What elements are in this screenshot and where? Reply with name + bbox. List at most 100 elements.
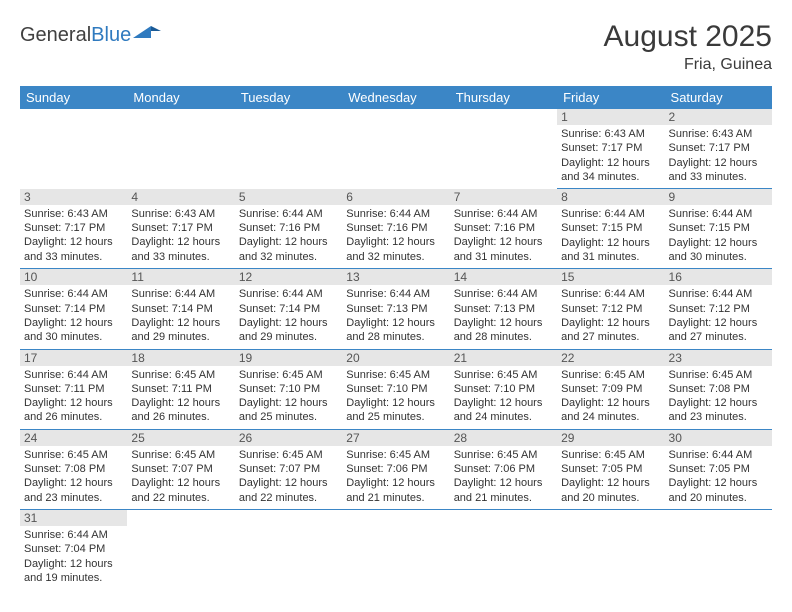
cell-body: Sunrise: 6:44 AMSunset: 7:15 PMDaylight:… (665, 205, 772, 268)
calendar-cell: 23Sunrise: 6:45 AMSunset: 7:08 PMDayligh… (665, 349, 772, 429)
calendar-cell: 10Sunrise: 6:44 AMSunset: 7:14 PMDayligh… (20, 269, 127, 349)
calendar-cell (235, 509, 342, 589)
calendar-row: 17Sunrise: 6:44 AMSunset: 7:11 PMDayligh… (20, 349, 772, 429)
cell-body: Sunrise: 6:44 AMSunset: 7:11 PMDaylight:… (20, 366, 127, 429)
day-number: 1 (557, 109, 664, 125)
calendar-cell: 1Sunrise: 6:43 AMSunset: 7:17 PMDaylight… (557, 109, 664, 189)
day-number: 2 (665, 109, 772, 125)
day-number: 19 (235, 350, 342, 366)
calendar-cell: 8Sunrise: 6:44 AMSunset: 7:15 PMDaylight… (557, 189, 664, 269)
day-header: Monday (127, 86, 234, 109)
cell-body: Sunrise: 6:43 AMSunset: 7:17 PMDaylight:… (557, 125, 664, 188)
cell-body: Sunrise: 6:45 AMSunset: 7:11 PMDaylight:… (127, 366, 234, 429)
calendar-cell (20, 109, 127, 189)
day-number: 3 (20, 189, 127, 205)
calendar-row: 24Sunrise: 6:45 AMSunset: 7:08 PMDayligh… (20, 429, 772, 509)
cell-body: Sunrise: 6:45 AMSunset: 7:08 PMDaylight:… (665, 366, 772, 429)
day-number: 7 (450, 189, 557, 205)
day-number: 16 (665, 269, 772, 285)
cell-body: Sunrise: 6:45 AMSunset: 7:05 PMDaylight:… (557, 446, 664, 509)
cell-body: Sunrise: 6:43 AMSunset: 7:17 PMDaylight:… (665, 125, 772, 188)
logo: GeneralBlue (20, 24, 161, 47)
day-number: 18 (127, 350, 234, 366)
cell-body: Sunrise: 6:44 AMSunset: 7:16 PMDaylight:… (450, 205, 557, 268)
calendar-row: 31Sunrise: 6:44 AMSunset: 7:04 PMDayligh… (20, 509, 772, 589)
cell-body: Sunrise: 6:45 AMSunset: 7:08 PMDaylight:… (20, 446, 127, 509)
cell-body: Sunrise: 6:45 AMSunset: 7:06 PMDaylight:… (342, 446, 449, 509)
calendar-cell: 17Sunrise: 6:44 AMSunset: 7:11 PMDayligh… (20, 349, 127, 429)
day-number: 24 (20, 430, 127, 446)
day-number: 17 (20, 350, 127, 366)
calendar-row: 1Sunrise: 6:43 AMSunset: 7:17 PMDaylight… (20, 109, 772, 189)
day-number: 11 (127, 269, 234, 285)
day-number: 8 (557, 189, 664, 205)
calendar-cell: 19Sunrise: 6:45 AMSunset: 7:10 PMDayligh… (235, 349, 342, 429)
calendar-cell: 7Sunrise: 6:44 AMSunset: 7:16 PMDaylight… (450, 189, 557, 269)
cell-body: Sunrise: 6:44 AMSunset: 7:12 PMDaylight:… (557, 285, 664, 348)
calendar-cell: 20Sunrise: 6:45 AMSunset: 7:10 PMDayligh… (342, 349, 449, 429)
day-number: 26 (235, 430, 342, 446)
calendar-cell: 13Sunrise: 6:44 AMSunset: 7:13 PMDayligh… (342, 269, 449, 349)
calendar-cell: 30Sunrise: 6:44 AMSunset: 7:05 PMDayligh… (665, 429, 772, 509)
calendar-cell: 22Sunrise: 6:45 AMSunset: 7:09 PMDayligh… (557, 349, 664, 429)
calendar-body: 1Sunrise: 6:43 AMSunset: 7:17 PMDaylight… (20, 109, 772, 589)
calendar-cell (342, 109, 449, 189)
day-header: Sunday (20, 86, 127, 109)
day-number: 15 (557, 269, 664, 285)
day-number: 31 (20, 510, 127, 526)
day-number: 9 (665, 189, 772, 205)
flag-icon (133, 24, 161, 47)
calendar-row: 10Sunrise: 6:44 AMSunset: 7:14 PMDayligh… (20, 269, 772, 349)
calendar-cell (127, 509, 234, 589)
calendar-cell (557, 509, 664, 589)
cell-body: Sunrise: 6:45 AMSunset: 7:10 PMDaylight:… (450, 366, 557, 429)
calendar-cell: 26Sunrise: 6:45 AMSunset: 7:07 PMDayligh… (235, 429, 342, 509)
day-header: Tuesday (235, 86, 342, 109)
cell-body: Sunrise: 6:44 AMSunset: 7:14 PMDaylight:… (127, 285, 234, 348)
calendar-cell (450, 109, 557, 189)
day-number: 25 (127, 430, 234, 446)
calendar-cell (235, 109, 342, 189)
cell-body: Sunrise: 6:44 AMSunset: 7:05 PMDaylight:… (665, 446, 772, 509)
day-number: 29 (557, 430, 664, 446)
calendar-cell (665, 509, 772, 589)
calendar-row: 3Sunrise: 6:43 AMSunset: 7:17 PMDaylight… (20, 189, 772, 269)
cell-body: Sunrise: 6:43 AMSunset: 7:17 PMDaylight:… (20, 205, 127, 268)
calendar-cell: 21Sunrise: 6:45 AMSunset: 7:10 PMDayligh… (450, 349, 557, 429)
month-title: August 2025 (604, 20, 772, 54)
day-number: 4 (127, 189, 234, 205)
calendar-cell: 24Sunrise: 6:45 AMSunset: 7:08 PMDayligh… (20, 429, 127, 509)
calendar-cell: 31Sunrise: 6:44 AMSunset: 7:04 PMDayligh… (20, 509, 127, 589)
calendar-cell: 11Sunrise: 6:44 AMSunset: 7:14 PMDayligh… (127, 269, 234, 349)
day-number: 28 (450, 430, 557, 446)
day-header: Saturday (665, 86, 772, 109)
day-number: 27 (342, 430, 449, 446)
calendar-cell: 15Sunrise: 6:44 AMSunset: 7:12 PMDayligh… (557, 269, 664, 349)
calendar-cell: 25Sunrise: 6:45 AMSunset: 7:07 PMDayligh… (127, 429, 234, 509)
calendar-cell: 14Sunrise: 6:44 AMSunset: 7:13 PMDayligh… (450, 269, 557, 349)
cell-body: Sunrise: 6:44 AMSunset: 7:16 PMDaylight:… (342, 205, 449, 268)
cell-body: Sunrise: 6:44 AMSunset: 7:12 PMDaylight:… (665, 285, 772, 348)
calendar-cell: 4Sunrise: 6:43 AMSunset: 7:17 PMDaylight… (127, 189, 234, 269)
calendar-cell (342, 509, 449, 589)
cell-body: Sunrise: 6:44 AMSunset: 7:13 PMDaylight:… (342, 285, 449, 348)
day-header-row: SundayMondayTuesdayWednesdayThursdayFrid… (20, 86, 772, 109)
calendar-cell: 2Sunrise: 6:43 AMSunset: 7:17 PMDaylight… (665, 109, 772, 189)
calendar-cell (450, 509, 557, 589)
day-header: Wednesday (342, 86, 449, 109)
day-number: 6 (342, 189, 449, 205)
calendar-cell: 12Sunrise: 6:44 AMSunset: 7:14 PMDayligh… (235, 269, 342, 349)
location: Fria, Guinea (604, 56, 772, 74)
title-block: August 2025 Fria, Guinea (604, 20, 772, 74)
cell-body: Sunrise: 6:44 AMSunset: 7:15 PMDaylight:… (557, 205, 664, 268)
logo-text-b: Blue (91, 24, 131, 46)
calendar-cell: 28Sunrise: 6:45 AMSunset: 7:06 PMDayligh… (450, 429, 557, 509)
calendar-table: SundayMondayTuesdayWednesdayThursdayFrid… (20, 86, 772, 589)
logo-text-a: General (20, 24, 91, 46)
day-number: 10 (20, 269, 127, 285)
cell-body: Sunrise: 6:45 AMSunset: 7:06 PMDaylight:… (450, 446, 557, 509)
day-number: 20 (342, 350, 449, 366)
day-header: Thursday (450, 86, 557, 109)
calendar-cell: 5Sunrise: 6:44 AMSunset: 7:16 PMDaylight… (235, 189, 342, 269)
cell-body: Sunrise: 6:43 AMSunset: 7:17 PMDaylight:… (127, 205, 234, 268)
